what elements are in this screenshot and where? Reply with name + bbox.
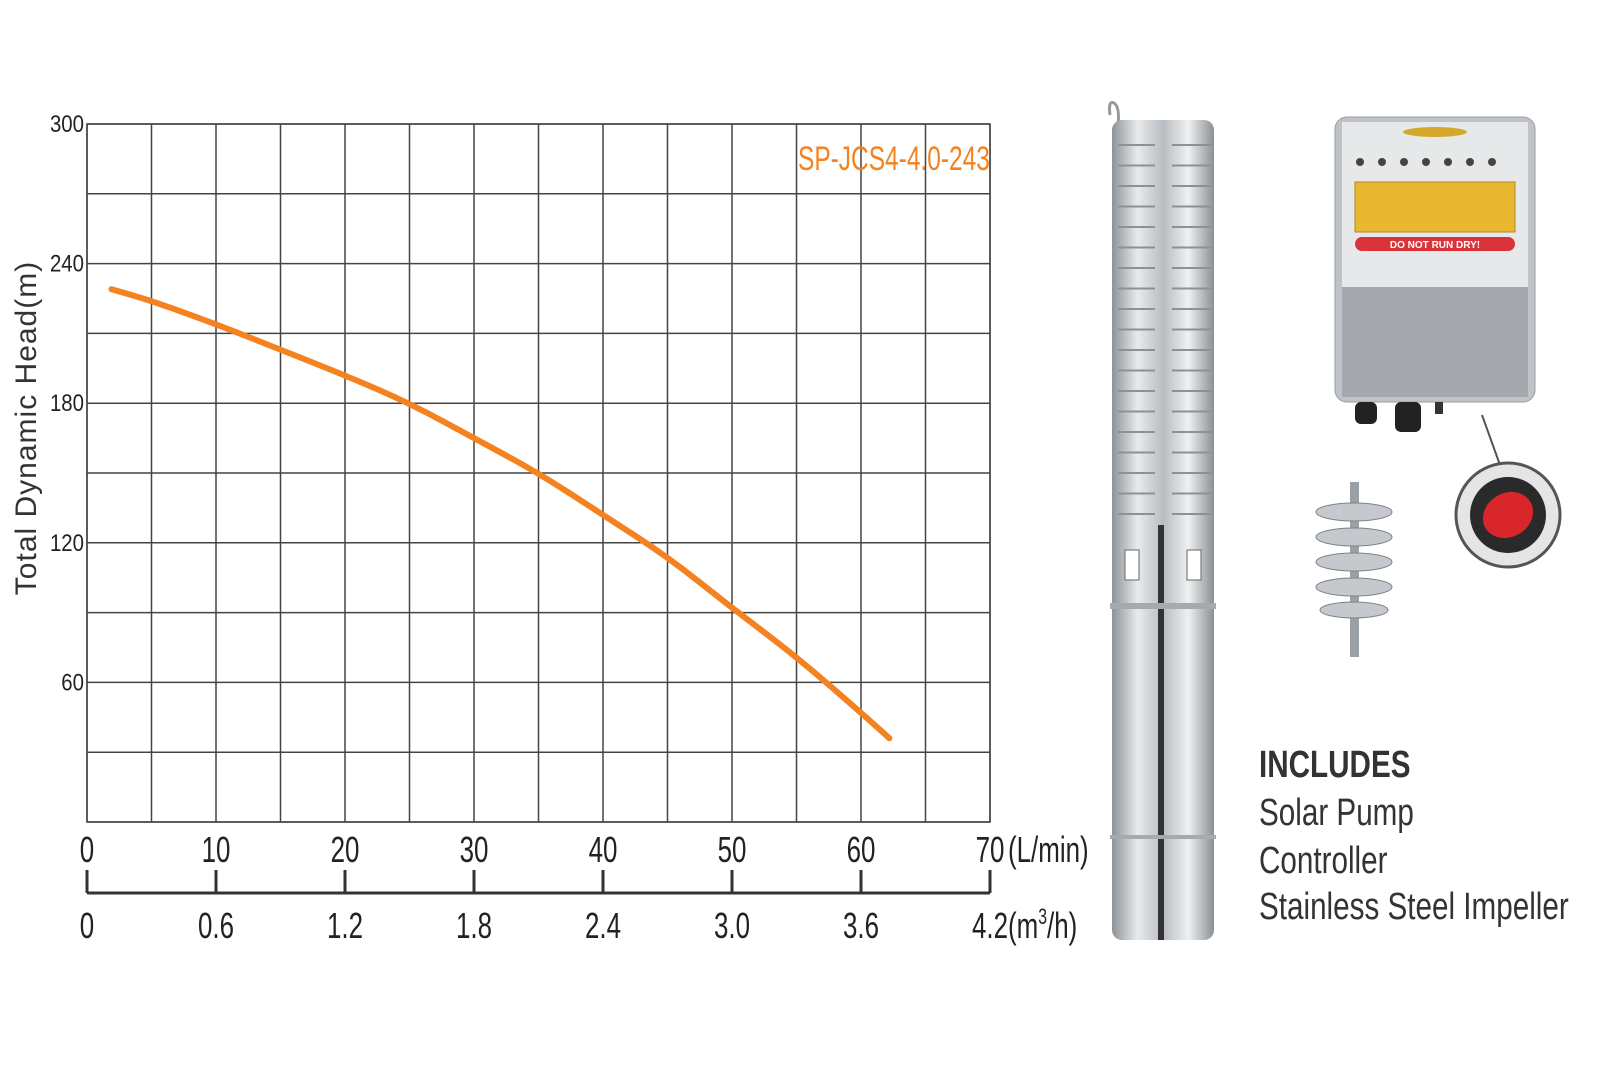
x-tick-label: 20 [331, 830, 360, 870]
unit-part: (m [1008, 906, 1038, 946]
x2-tick-label: 3.6 [843, 906, 879, 946]
x2-tick-label: 1.8 [456, 906, 492, 946]
x2-tick-label: 4.2 [972, 906, 1008, 946]
solar-pump-image [1108, 101, 1216, 940]
switch-closeup-image [1454, 414, 1562, 569]
y-tick-label: 300 [50, 110, 84, 137]
impeller-image [1315, 482, 1393, 657]
x-tick-label: 60 [847, 830, 876, 870]
controller-image: DO NOT RUN DRY! [1334, 116, 1536, 432]
y-axis-title: Total Dynamic Head(m) [10, 261, 43, 595]
unit-part: 3 [1038, 906, 1047, 930]
x-tick-label: 10 [202, 830, 231, 870]
series-line-0 [108, 286, 893, 742]
y-tick-label: 240 [50, 250, 84, 277]
includes-item: Stainless Steel Impeller [1259, 886, 1569, 928]
x-tick-label: 40 [589, 830, 618, 870]
plot-border [86, 123, 991, 823]
x-tick-label: 50 [718, 830, 747, 870]
y-tick-label: 180 [50, 390, 84, 417]
unit-part: /h) [1047, 906, 1077, 946]
x-tick-label: 70 [976, 830, 1005, 870]
x2-tick-label: 2.4 [585, 906, 621, 946]
x-tick-label: 30 [460, 830, 489, 870]
y-tick-label: 120 [50, 529, 84, 556]
x2-tick-label: 3.0 [714, 906, 750, 946]
controller-warning: DO NOT RUN DRY! [1390, 240, 1480, 251]
x-axis-unit: (L/min) [1008, 830, 1089, 870]
includes-title: INCLUDES [1259, 744, 1411, 786]
x2-tick-label: 0 [80, 906, 94, 946]
series-label: SP-JCS4-4.0-243 [798, 140, 990, 178]
x2-tick-label: 0.6 [198, 906, 234, 946]
x2-axis-unit: (m3/h) [1008, 906, 1077, 946]
includes-item: Solar Pump [1259, 792, 1414, 834]
x-tick-label: 0 [80, 830, 94, 870]
includes-item: Controller [1259, 840, 1388, 882]
y-tick-label: 60 [61, 669, 84, 696]
x2-tick-label: 1.2 [327, 906, 363, 946]
